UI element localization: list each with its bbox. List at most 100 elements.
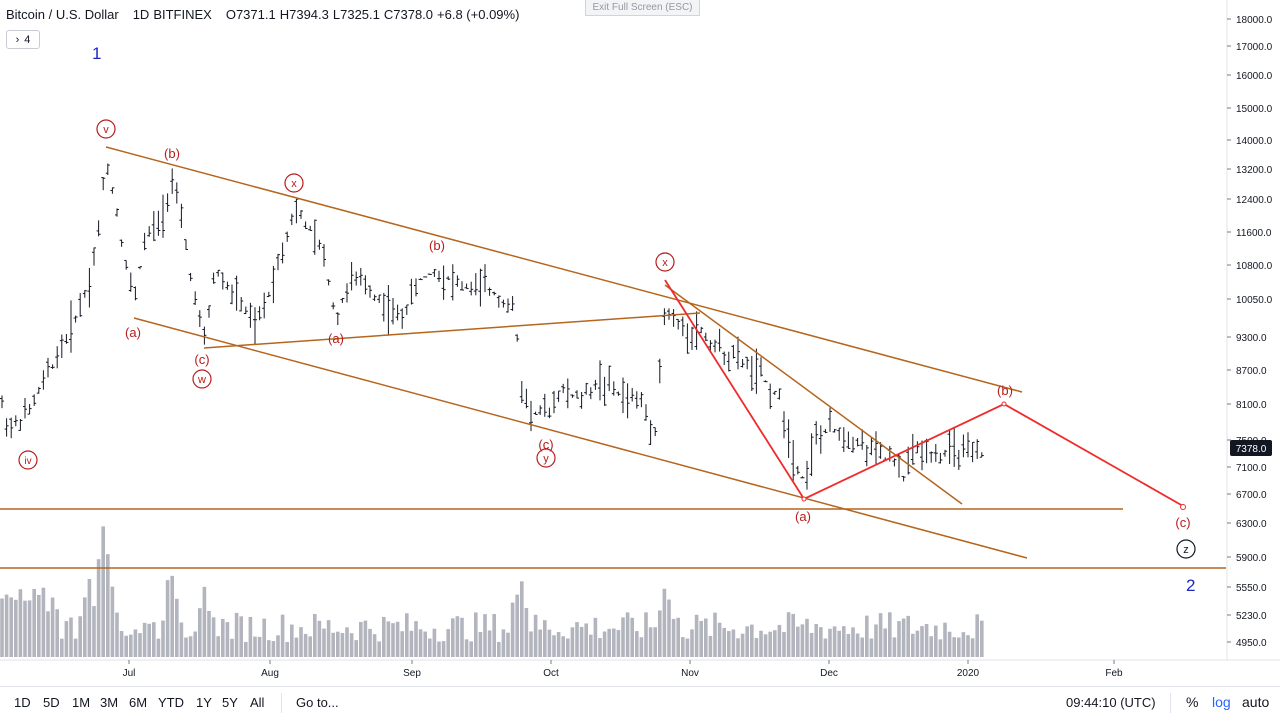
volume-bar	[685, 638, 690, 657]
projection-endpoint	[1180, 504, 1186, 510]
volume-bar	[83, 597, 87, 657]
volume-bar	[694, 614, 699, 657]
volume-bar	[257, 636, 262, 657]
volume-bar	[280, 614, 285, 657]
volume-bar	[483, 614, 487, 657]
volume-bar	[662, 588, 667, 657]
timeframe-all[interactable]: All	[250, 695, 265, 710]
volume-bar	[920, 626, 924, 657]
exit-fullscreen-button[interactable]: Exit Full Screen (ESC)	[585, 0, 700, 16]
volume-bar	[809, 632, 814, 657]
volume-bar	[837, 630, 841, 657]
volume-bar	[644, 612, 648, 657]
volume-bar	[50, 597, 55, 657]
volume-bar	[630, 617, 634, 657]
indicator-count: 4	[24, 33, 31, 46]
volume-bar	[570, 627, 575, 657]
wave-label-iv: iv	[18, 450, 38, 470]
volume-bar	[119, 630, 124, 657]
volume-bar	[501, 629, 506, 657]
volume-bar	[782, 632, 786, 657]
volume-bar	[248, 616, 253, 657]
volume-bar	[303, 633, 308, 657]
volume-bar	[975, 614, 979, 657]
volume-bar	[869, 638, 874, 657]
volume-bar	[87, 579, 92, 657]
volume-bar	[271, 641, 276, 657]
wave-label-x-1: x	[284, 173, 304, 193]
volume-bar	[230, 638, 234, 657]
volume-bar	[359, 621, 363, 657]
volume-bar	[667, 599, 671, 657]
timeframe-ytd[interactable]: YTD	[158, 695, 184, 710]
volume-bar	[487, 630, 492, 657]
wave-label-v: v	[96, 119, 116, 139]
volume-bar	[796, 626, 800, 657]
auto-scale-toggle[interactable]: auto	[1242, 694, 1270, 710]
volume-bar	[101, 526, 105, 657]
price-tick-label: 5230.0	[1236, 611, 1267, 622]
svg-text:iv: iv	[24, 456, 31, 467]
price-tick-label: 8100.0	[1236, 400, 1267, 411]
volume-bar	[409, 630, 414, 657]
clock[interactable]: 09:44:10 (UTC)	[1066, 695, 1156, 710]
volume-bar	[423, 631, 427, 657]
timeframe-3m[interactable]: 3M	[100, 695, 119, 710]
volume-bar	[78, 616, 82, 657]
timeframe-5y[interactable]: 5Y	[222, 695, 238, 710]
svg-text:y: y	[543, 453, 549, 465]
volume-bar	[64, 621, 69, 657]
volume-bar	[957, 637, 961, 657]
volume-bar	[27, 600, 32, 657]
volume-bar	[510, 602, 515, 657]
price-tick-label: 8700.0	[1236, 366, 1267, 377]
go-to-button[interactable]: Go to...	[296, 695, 339, 710]
symbol-name: Bitcoin / U.S. Dollar	[6, 7, 119, 22]
volume-bar	[538, 629, 542, 657]
indicators-collapse-button[interactable]: › 4	[6, 30, 40, 49]
change-value: +6.8 (+0.09%)	[437, 7, 520, 22]
volume-bar	[855, 633, 860, 657]
price-bars	[0, 163, 984, 490]
volume-bar	[4, 594, 9, 657]
timeframe-1d[interactable]: 1D	[14, 695, 31, 710]
volume-bar	[331, 632, 335, 657]
timeframe-5d[interactable]: 5D	[43, 695, 60, 710]
volume-bar	[418, 629, 423, 657]
log-scale-toggle[interactable]: log	[1212, 694, 1231, 710]
percent-scale-toggle[interactable]: %	[1186, 694, 1199, 710]
volume-bar	[188, 636, 193, 657]
volume-bar	[244, 641, 248, 657]
volume-bar	[451, 618, 455, 657]
timeframe-6m[interactable]: 6M	[129, 695, 148, 710]
volume-bar	[635, 631, 639, 657]
svg-text:v: v	[103, 124, 109, 136]
price-chart[interactable]: 18000.0 17000.0 16000.0 15000.0 14000.0 13200…	[0, 0, 1280, 686]
time-tick-label: Aug	[261, 668, 279, 679]
time-tick-label: Sep	[403, 668, 421, 679]
wave-label-b-2: (b)	[429, 238, 445, 253]
volume-bar	[253, 636, 257, 657]
volume-bar	[142, 622, 147, 657]
wave-label-a-1: (a)	[125, 325, 141, 340]
volume-bar	[842, 626, 846, 657]
symbol-legend[interactable]: Bitcoin / U.S. Dollar 1D BITFINEX O7371.1 H7…	[6, 7, 523, 22]
volume-bar	[621, 617, 625, 657]
volume-bar	[225, 622, 230, 657]
volume-bar	[23, 600, 27, 657]
volume-bar	[915, 630, 920, 657]
price-tick-label: 14000.0	[1236, 136, 1273, 147]
volume-bar	[690, 629, 694, 657]
volume-bar	[658, 610, 662, 657]
timeframe-1m[interactable]: 1M	[72, 695, 91, 710]
price-tick-label: 15000.0	[1236, 104, 1273, 115]
volume-bar	[777, 624, 782, 657]
volume-bar	[966, 635, 970, 657]
last-price-value: 7378.0	[1236, 444, 1267, 455]
volume-bar	[455, 616, 460, 657]
volume-bar	[529, 631, 533, 657]
volume-bar	[345, 627, 349, 657]
price-tick-label: 4950.0	[1236, 638, 1267, 649]
volume-bar	[759, 630, 763, 657]
timeframe-1y[interactable]: 1Y	[196, 695, 212, 710]
